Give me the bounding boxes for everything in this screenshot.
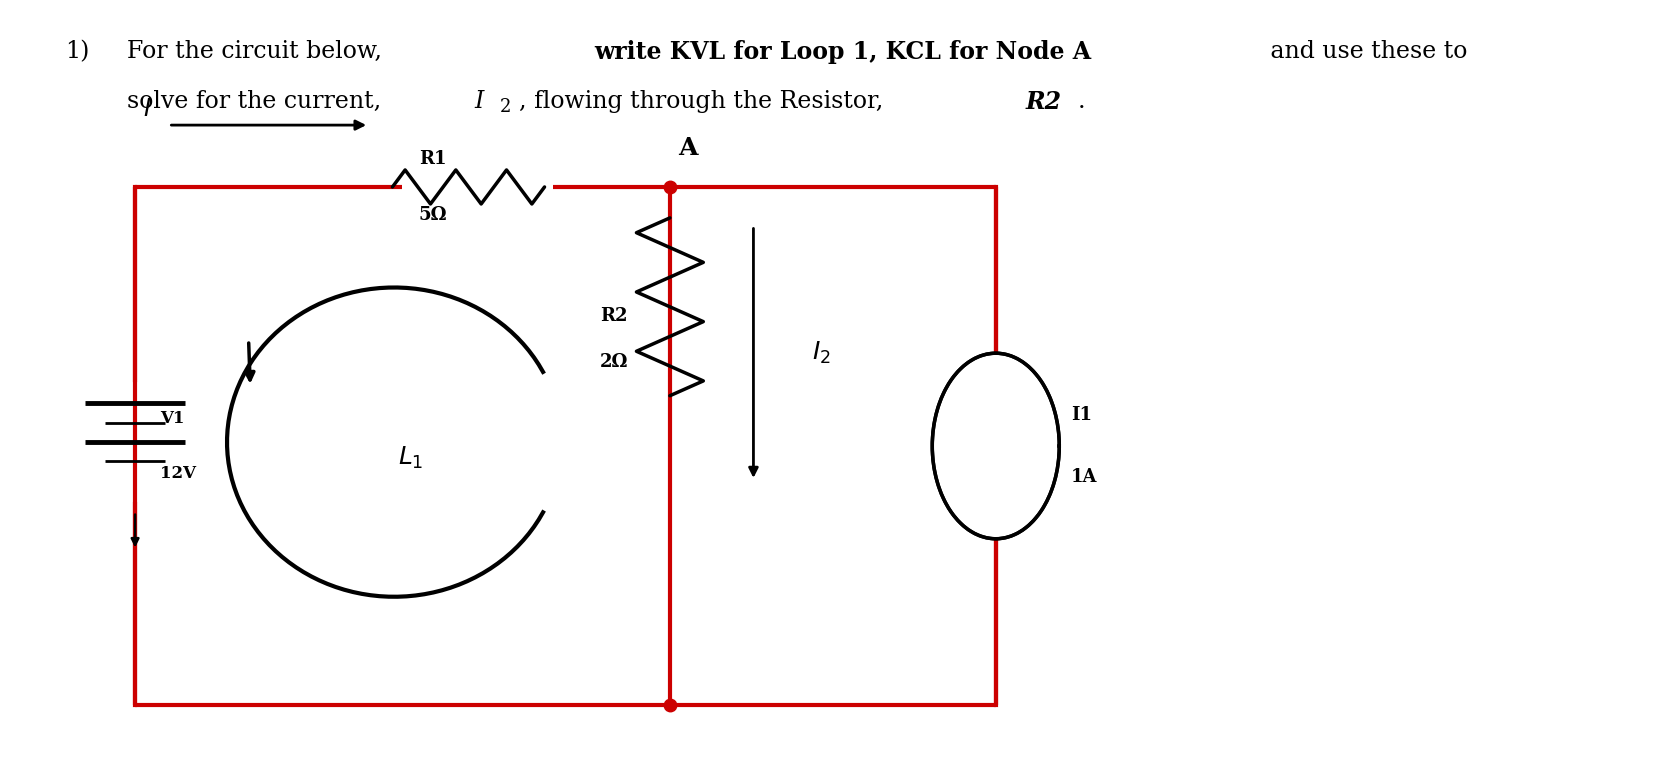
Text: and use these to: and use these to [1263, 40, 1467, 63]
Text: R2: R2 [601, 307, 627, 325]
Text: I: I [473, 90, 483, 113]
Text: 5Ω: 5Ω [418, 206, 447, 224]
Text: 1A: 1A [1071, 468, 1097, 486]
Text: R2: R2 [1026, 90, 1061, 114]
Text: 1): 1) [65, 40, 89, 63]
Ellipse shape [932, 353, 1059, 539]
Text: write KVL for Loop 1, KCL for Node A: write KVL for Loop 1, KCL for Node A [594, 40, 1091, 64]
Text: 2Ω: 2Ω [599, 353, 627, 371]
Text: For the circuit below,: For the circuit below, [127, 40, 390, 63]
Text: 2: 2 [499, 98, 510, 116]
Text: A: A [678, 136, 698, 160]
Text: I1: I1 [1071, 406, 1091, 424]
Text: , flowing through the Resistor,: , flowing through the Resistor, [519, 90, 890, 113]
Text: .: . [1077, 90, 1084, 113]
Text: 12V: 12V [161, 465, 196, 482]
Text: solve for the current,: solve for the current, [127, 90, 388, 113]
Text: $I_2$: $I_2$ [811, 340, 830, 366]
Text: $L_1$: $L_1$ [398, 445, 423, 471]
Text: V1: V1 [161, 411, 184, 428]
Text: $I$: $I$ [144, 97, 152, 121]
Text: R1: R1 [418, 150, 447, 168]
